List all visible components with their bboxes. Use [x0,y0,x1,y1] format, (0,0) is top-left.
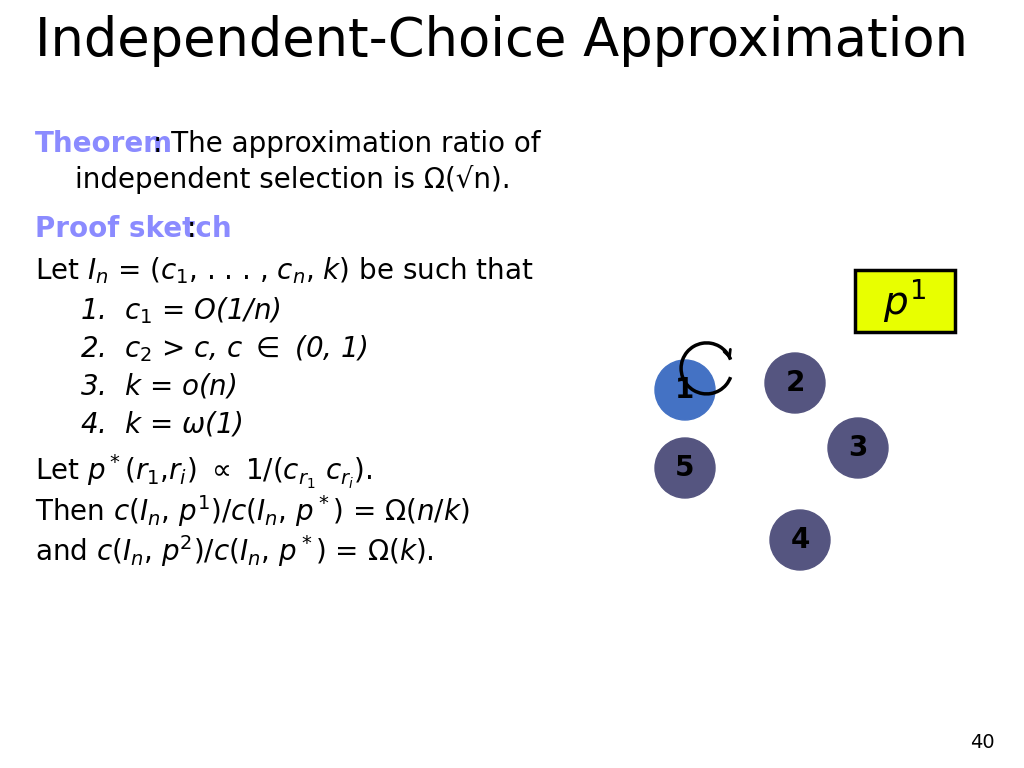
Text: Let $I_n$ = ($c_1$, . . . , $c_n$, $k$) be such that: Let $I_n$ = ($c_1$, . . . , $c_n$, $k$) … [35,255,534,286]
Circle shape [765,353,825,413]
Text: 4: 4 [791,526,810,554]
FancyBboxPatch shape [855,270,955,332]
Text: 2.  $c_2$ > $c$, $c$ $\in$ (0, 1): 2. $c_2$ > $c$, $c$ $\in$ (0, 1) [80,333,368,364]
Text: 1: 1 [676,376,694,404]
Text: Proof sketch: Proof sketch [35,215,231,243]
Text: 2: 2 [785,369,805,397]
Text: :: : [187,215,197,243]
Text: independent selection is Ω(√n).: independent selection is Ω(√n). [75,165,511,194]
Text: and $c$($I_n$, $p^2$)/$c$($I_n$, $p^*$) = $\Omega$($k$).: and $c$($I_n$, $p^2$)/$c$($I_n$, $p^*$) … [35,533,434,569]
Text: 5: 5 [675,454,694,482]
Text: 4.  $k$ = $\omega$(1): 4. $k$ = $\omega$(1) [80,409,243,438]
Text: : The approximation ratio of: : The approximation ratio of [153,130,541,158]
Text: Let $p^*$($r_1$,$r_i$) $\propto$ 1/($c_{r_1}$ $c_{r_i}$).: Let $p^*$($r_1$,$r_i$) $\propto$ 1/($c_{… [35,453,372,491]
Text: Independent-Choice Approximation: Independent-Choice Approximation [35,15,968,67]
Circle shape [770,510,830,570]
Text: Then $c$($I_n$, $p^1$)/$c$($I_n$, $p^*$) = $\Omega$($n$/$k$): Then $c$($I_n$, $p^1$)/$c$($I_n$, $p^*$)… [35,493,470,529]
Text: $p^1$: $p^1$ [884,277,927,325]
Text: 3: 3 [848,434,867,462]
Text: Theorem: Theorem [35,130,173,158]
Circle shape [655,360,715,420]
Circle shape [655,438,715,498]
Circle shape [828,418,888,478]
Text: 1.  $c_1$ = $O$(1/$n$): 1. $c_1$ = $O$(1/$n$) [80,295,281,326]
Text: 40: 40 [971,733,995,752]
Text: 3.  $k$ = $o$($n$): 3. $k$ = $o$($n$) [80,371,237,400]
